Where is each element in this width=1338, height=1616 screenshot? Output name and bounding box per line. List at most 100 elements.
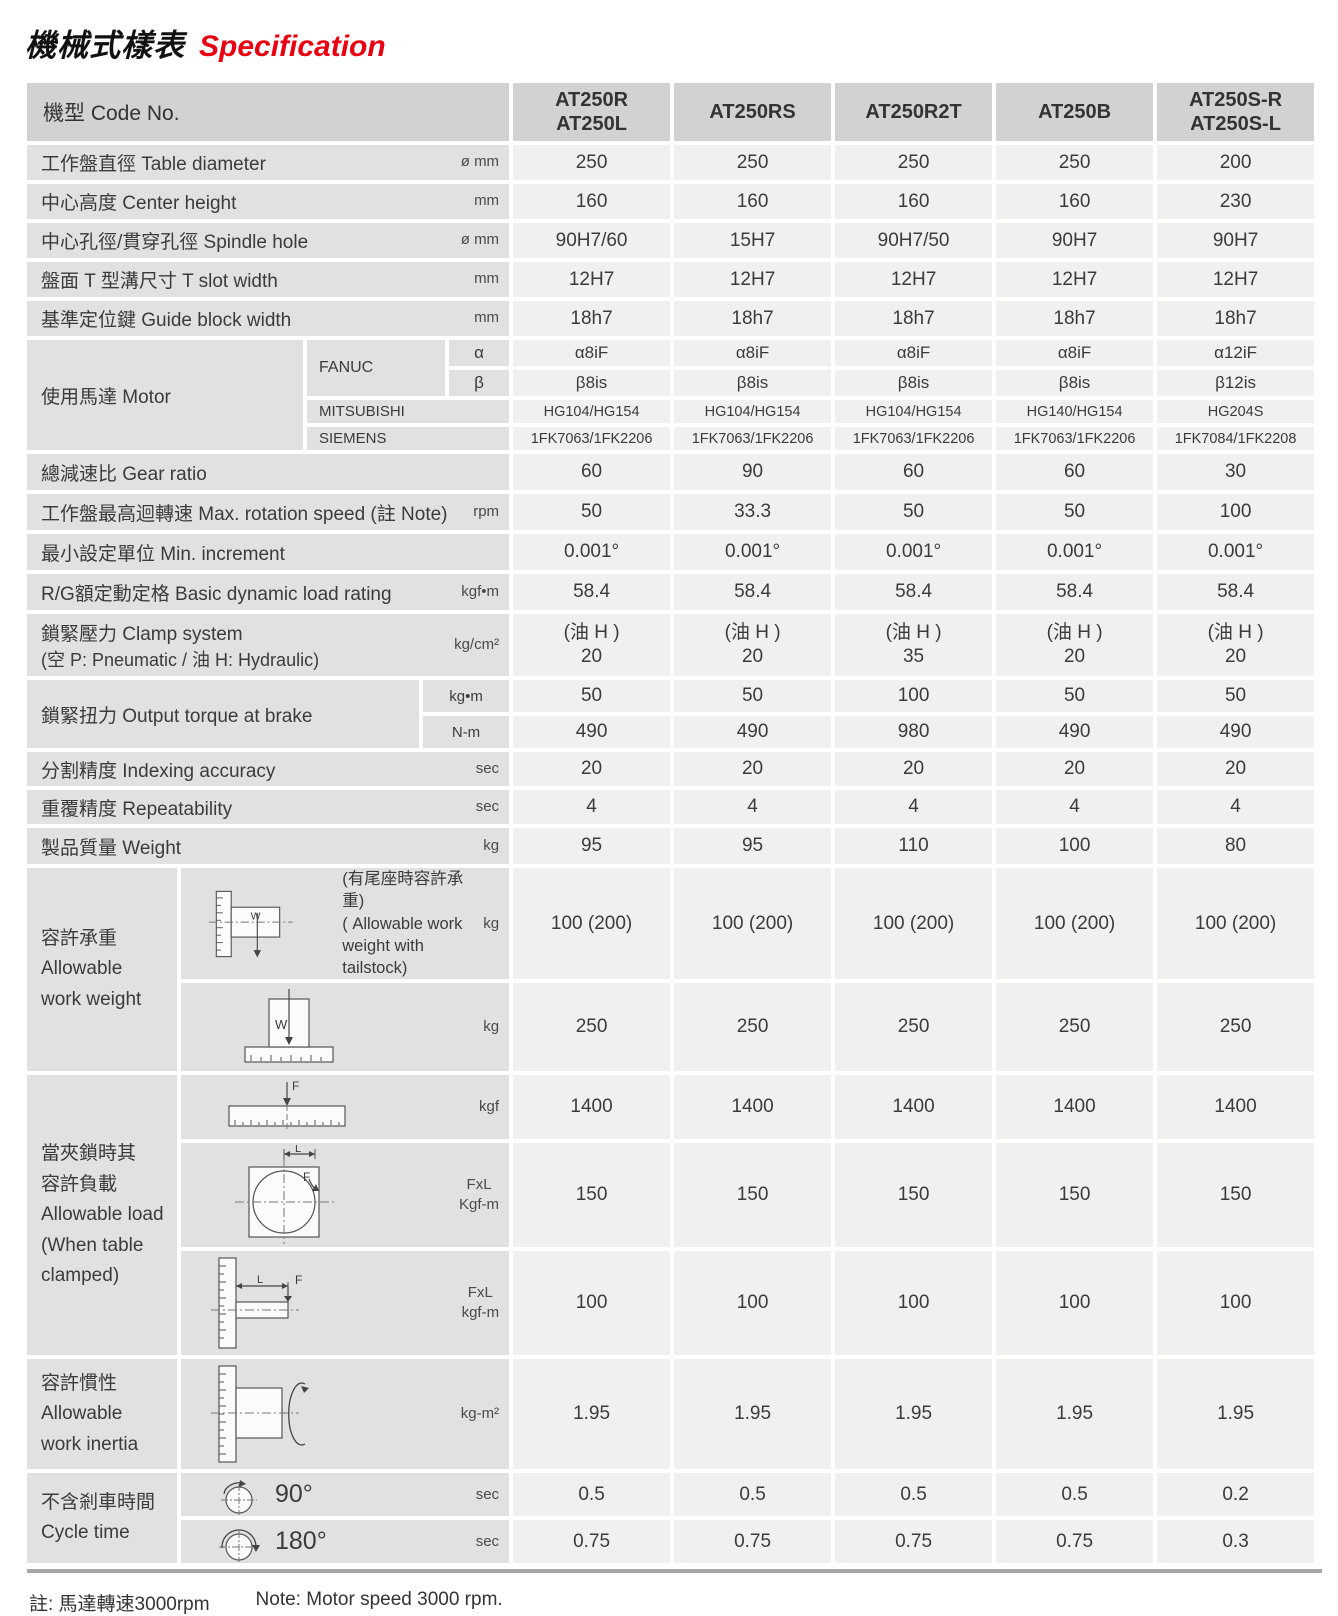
value-cell: 200 [1157, 145, 1315, 180]
value-cell: 0.75 [835, 1520, 993, 1564]
value-cell: 100 (200) [1157, 868, 1315, 980]
value-cell: 250 [513, 145, 671, 180]
value-cell: α8iF [513, 340, 671, 366]
value-cell: 58.4 [513, 574, 671, 610]
value-cell: 150 [835, 1143, 993, 1248]
label-cell: 工作盤直徑 Table diameter ø mm [27, 145, 510, 180]
value-cell: 0.3 [1157, 1520, 1315, 1564]
value-cell: 30 [1157, 454, 1315, 490]
specification-table: 機型 Code No. AT250R AT250L AT250RS AT250R… [23, 79, 1318, 1567]
value-cell: α8iF [996, 340, 1154, 366]
value-cell: α8iF [674, 340, 832, 366]
spec-label: 最小設定單位 Min. increment [41, 543, 285, 565]
clamp-type: (油 H ) [885, 622, 942, 644]
unit-label: kg [483, 836, 500, 854]
value-cell: 18h7 [674, 301, 832, 336]
unit-label: FxL Kgf-m [459, 1176, 500, 1214]
value-cell: 100 (200) [513, 868, 671, 980]
label-cell: 中心孔徑/貫穿孔徑 Spindle hole ø mm [27, 223, 510, 258]
value-cell: α12iF [1157, 340, 1315, 366]
value-cell: 0.75 [996, 1520, 1154, 1564]
value-cell: β8is [513, 370, 671, 396]
value-cell: 1FK7063/1FK2206 [513, 427, 671, 450]
value-cell: 18h7 [996, 301, 1154, 336]
value-cell: 1.95 [835, 1359, 993, 1470]
fanuc-alpha-label: α [449, 340, 510, 366]
vertical-load-diagram: W [244, 989, 334, 1063]
value-cell: 1FK7063/1FK2206 [996, 427, 1154, 450]
clamp-value: 20 [1224, 646, 1247, 667]
brand-mitsubishi: MITSUBISHI [307, 400, 510, 423]
value-cell: 60 [835, 454, 993, 490]
value-cell: 50 [996, 494, 1154, 530]
row-t-slot: 盤面 T 型溝尺寸 T slot width mm 12H7 12H7 12H7 … [27, 262, 1315, 297]
thrust-load-diagram: F [228, 1079, 346, 1133]
row-motor-mitsubishi: MITSUBISHI HG104/HG154 HG104/HG154 HG104… [27, 400, 1315, 423]
value-cell: 250 [996, 145, 1154, 180]
label-cell: 基準定位鍵 Guide block width mm [27, 301, 510, 336]
value-cell: 1400 [513, 1075, 671, 1140]
row-max-speed: 工作盤最高迴轉速 Max. rotation speed (註 Note) rpm… [27, 494, 1315, 530]
value-cell: 90H7 [996, 223, 1154, 258]
value-cell: 490 [996, 716, 1154, 748]
value-cell: 0.001° [1157, 534, 1315, 570]
unit-label: sec [475, 759, 500, 777]
section-label-work-weight: 容許承重 Allowable work weight [27, 868, 177, 1072]
svg-text:L: L [295, 1145, 301, 1155]
svg-text:L: L [257, 1274, 263, 1286]
diagram-cell: 180° sec [181, 1520, 510, 1564]
value-cell: 0.5 [835, 1473, 993, 1517]
value-cell: 100 [996, 1251, 1154, 1356]
value-cell: 0.75 [513, 1520, 671, 1564]
section-label-clamped-load: 當夾鎖時其 容許負載 Allowable load (When table cl… [27, 1075, 177, 1356]
value-cell: β8is [835, 370, 993, 396]
unit-label: kg [483, 914, 500, 932]
value-cell: 15H7 [674, 223, 832, 258]
value-cell: 12H7 [996, 262, 1154, 297]
row-clamped-thrust: 當夾鎖時其 容許負載 Allowable load (When table cl… [27, 1075, 1315, 1356]
spec-label: 中心高度 Center height [41, 193, 237, 214]
value-cell: 12H7 [835, 262, 993, 297]
diagram-cell: F kgf [181, 1075, 510, 1140]
diagram-cell: W kg [181, 983, 510, 1072]
row-motor-siemens: SIEMENS 1FK7063/1FK2206 1FK7063/1FK2206 … [27, 427, 1315, 450]
page-title: 機械式樣表 Specification [25, 20, 1317, 65]
value-cell: 0.5 [513, 1473, 671, 1517]
page-title-en: Specification [199, 30, 386, 63]
model-column-at250s: AT250S-R AT250S-L [1157, 83, 1315, 141]
unit-label: ø mm [460, 231, 500, 249]
brand-fanuc: FANUC [307, 340, 445, 396]
value-cell: (油 H ) 20 [674, 614, 832, 676]
label-cell: 分割精度 Indexing accuracy sec [27, 752, 510, 786]
clamp-type: (油 H ) [724, 622, 781, 644]
clamp-type: (油 H ) [1207, 622, 1264, 644]
fanuc-beta-label: β [449, 370, 510, 396]
clamp-value: 35 [902, 646, 925, 667]
value-cell: 100 (200) [996, 868, 1154, 980]
value-cell: β12is [1157, 370, 1315, 396]
clamp-value: 20 [1063, 646, 1086, 667]
value-cell: 1400 [1157, 1075, 1315, 1140]
value-cell: 160 [996, 184, 1154, 219]
cycle-angle: 180° [275, 1527, 327, 1556]
diagram-cell: L F FxL Kgf-m [181, 1143, 510, 1248]
row-guide-block: 基準定位鍵 Guide block width mm 18h7 18h7 18h7… [27, 301, 1315, 336]
row-brake-torque-kgm: 鎖緊扭力 Output torque at brake kg•m 50 50 1… [27, 680, 1315, 748]
value-cell: 95 [513, 828, 671, 864]
value-cell: 160 [513, 184, 671, 219]
value-cell: β8is [996, 370, 1154, 396]
value-cell: 100 [996, 828, 1154, 864]
row-repeatability: 重覆精度 Repeatability sec 4 4 4 4 4 [27, 790, 1315, 824]
spec-label: 製品質量 Weight [41, 837, 182, 859]
value-cell: 1.95 [996, 1359, 1154, 1470]
value-cell: 20 [1157, 752, 1315, 786]
value-cell: 250 [674, 983, 832, 1072]
unit-label: sec [475, 1532, 500, 1550]
value-cell: 4 [1157, 790, 1315, 824]
value-cell: 58.4 [1157, 574, 1315, 610]
value-cell: 1FK7084/1FK2208 [1157, 427, 1315, 450]
model-column-at250rs: AT250RS [674, 83, 832, 141]
diagram-cell: L F FxL kgf-m [181, 1251, 510, 1356]
spec-label: 分割精度 Indexing accuracy [41, 760, 276, 782]
value-cell: 250 [835, 145, 993, 180]
